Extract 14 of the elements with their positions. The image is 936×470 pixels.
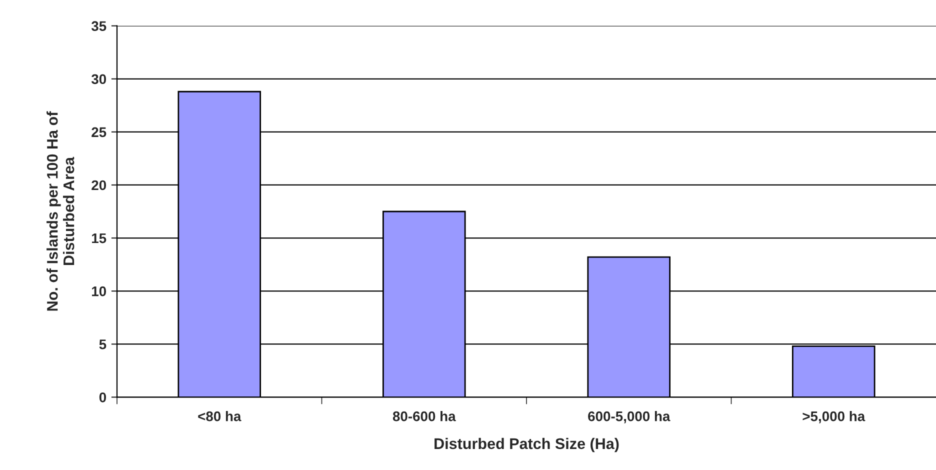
y-tick-label: 20 <box>92 180 106 190</box>
y-tick-label: 25 <box>92 127 106 138</box>
y-tick-label: 0 <box>99 392 106 402</box>
x-tick-label: 600-5,000 ha <box>588 411 670 424</box>
y-tick-label: 10 <box>92 286 106 296</box>
x-tick-label: >5,000 ha <box>802 411 866 424</box>
x-axis-title: Disturbed Patch Size (Ha) <box>434 438 619 452</box>
y-tick-label: 30 <box>91 74 106 84</box>
y-tick-label: 35 <box>91 21 106 32</box>
y-tick-label: 15 <box>92 234 106 244</box>
y-axis-title: No. of Islands per 100 Ha of Disturbed Area <box>46 111 74 311</box>
x-tick-label: 80-600 ha <box>392 411 456 422</box>
y-tick-label: 5 <box>99 340 106 350</box>
x-tick-label: <80 ha <box>198 411 242 422</box>
